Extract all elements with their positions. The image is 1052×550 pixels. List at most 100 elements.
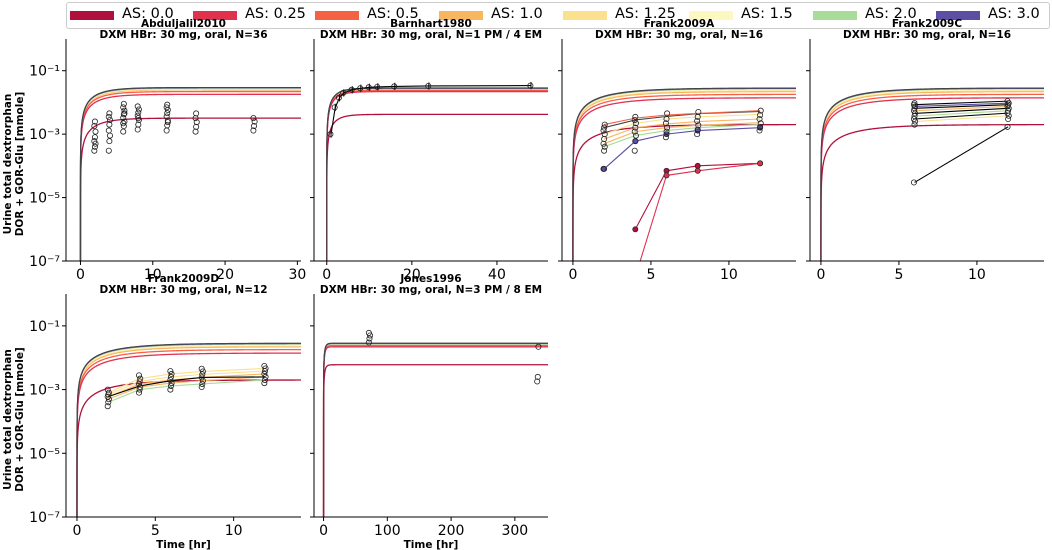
plot-area <box>76 342 301 517</box>
y-tick-label: 10⁻⁵ <box>29 191 60 207</box>
obs-line <box>914 105 1009 112</box>
legend-swatch <box>193 11 237 20</box>
data-point <box>167 376 174 383</box>
sim-curve-as-5 <box>79 88 301 261</box>
data-point <box>601 131 608 138</box>
data-point <box>198 384 205 391</box>
sim-curve-as-0 <box>820 123 1044 261</box>
data-point <box>120 120 127 127</box>
panel-title: Frank2009D <box>148 273 219 285</box>
data-point <box>335 94 342 101</box>
obs-line <box>914 102 1009 107</box>
data-point <box>163 104 170 111</box>
panel-subtitle: DXM HBr: 30 mg, oral, N=12 <box>99 284 267 296</box>
sim-curve-as-4 <box>572 89 796 261</box>
obs-line <box>603 113 761 135</box>
data-point <box>193 110 200 117</box>
plot-area <box>820 87 1044 261</box>
data-point <box>199 380 206 387</box>
data-point <box>756 127 763 134</box>
data-point <box>1004 98 1011 105</box>
x-tick-label: 5 <box>894 267 903 283</box>
data-point <box>120 128 127 135</box>
data-point <box>106 116 113 123</box>
data-point <box>137 375 144 382</box>
data-point <box>601 121 608 128</box>
data-point <box>193 123 200 130</box>
data-point <box>91 123 98 130</box>
x-tick-label: 10 <box>720 267 738 283</box>
data-point <box>327 131 334 138</box>
sim-curve-as-2 <box>820 93 1044 261</box>
sim-curve-mean <box>820 87 1044 261</box>
data-point <box>365 84 372 91</box>
panel-title: Barnhart1980 <box>390 18 472 30</box>
panel-title: Frank2009C <box>892 18 962 30</box>
obs-line <box>604 110 761 126</box>
y-tick-label: 10⁻⁷ <box>29 254 60 270</box>
data-point <box>1005 107 1012 114</box>
data-point <box>632 138 639 145</box>
data-point <box>695 108 702 115</box>
data-point <box>365 339 372 346</box>
obs-line <box>603 127 761 170</box>
data-point <box>163 113 170 120</box>
sim-curve-as-2 <box>76 348 301 517</box>
data-point <box>632 120 639 127</box>
sim-curve-as-2 <box>326 89 548 261</box>
sim-curve-mean <box>76 342 301 517</box>
sim-curve-mean <box>323 342 548 517</box>
data-point <box>662 120 669 127</box>
data-point <box>192 115 199 122</box>
data-point <box>664 124 671 131</box>
plot-area <box>572 87 796 279</box>
data-point <box>192 128 199 135</box>
legend-label: AS: 0.25 <box>245 6 306 22</box>
sim-curve-as-5 <box>820 89 1044 261</box>
data-point <box>105 399 112 406</box>
data-point <box>120 104 127 111</box>
data-point <box>106 121 113 128</box>
sim-curve-as-1 <box>572 97 796 261</box>
data-point <box>262 373 269 380</box>
data-point <box>251 118 258 125</box>
data-point <box>600 140 607 147</box>
data-point <box>199 368 206 375</box>
data-point <box>106 110 113 117</box>
legend-label: AS: 1.0 <box>491 6 543 22</box>
obs-line <box>914 115 1009 123</box>
obs-line <box>914 100 1009 106</box>
sim-curve-as-7 <box>79 87 301 261</box>
data-point <box>527 82 534 89</box>
plot-area <box>79 86 301 261</box>
sim-curve-as-7 <box>322 342 548 517</box>
sim-curve-as-2 <box>572 93 796 261</box>
x-tick-label: 20 <box>216 267 234 283</box>
data-point <box>662 134 669 141</box>
sim-curve-as-4 <box>322 343 548 517</box>
data-point <box>121 107 128 114</box>
data-point <box>199 371 206 378</box>
x-tick-label: 10 <box>968 267 986 283</box>
x-tick-label: 0 <box>319 523 328 539</box>
legend-label: AS: 1.5 <box>741 6 793 22</box>
sim-curve-as-6 <box>326 88 548 261</box>
data-point <box>340 89 347 96</box>
sim-curve-as-1 <box>820 97 1044 261</box>
data-point <box>757 123 764 130</box>
data-point <box>136 386 143 393</box>
data-point <box>600 127 607 134</box>
x-tick-label: 10 <box>144 267 162 283</box>
sim-curve-as-1 <box>326 90 548 261</box>
data-point <box>757 112 764 119</box>
sim-curve-as-5 <box>572 89 796 261</box>
sim-curve-as-0 <box>572 123 796 261</box>
panel-subtitle: DXM HBr: 30 mg, oral, N=36 <box>99 29 267 41</box>
data-point <box>134 103 141 110</box>
y-tick-label: 10⁻¹ <box>29 319 60 335</box>
data-point <box>135 106 142 113</box>
panel-subtitle: DXM HBr: 30 mg, oral, N=16 <box>595 29 763 41</box>
obs-marker <box>602 274 607 279</box>
data-point <box>695 122 702 129</box>
